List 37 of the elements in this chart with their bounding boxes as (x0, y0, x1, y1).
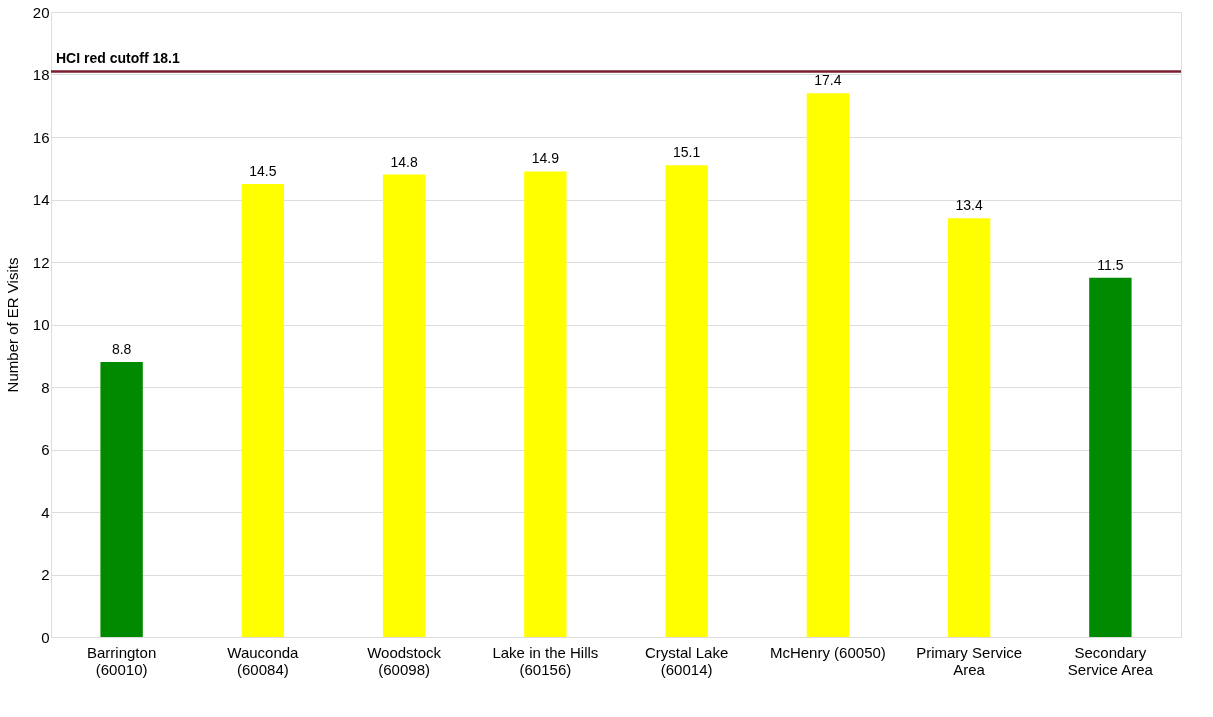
x-tick-label: Barrington (60010) (87, 643, 157, 678)
y-axis-title: Number of ER Visits (3, 257, 21, 393)
x-tick-label: Primary Service Area (916, 643, 1023, 678)
y-tick-label: 6 (41, 441, 50, 458)
y-tick-label: 16 (32, 128, 50, 146)
data-label: 14.9 (531, 150, 560, 167)
y-tick-label: 10 (32, 316, 50, 333)
ref-line-label: HCI red cutoff 18.1 (56, 50, 180, 67)
data-label: 14.5 (249, 162, 277, 179)
x-tick-label: McHenry (60050) (769, 643, 886, 661)
data-label: 14.8 (390, 153, 418, 170)
x-tick-label: Woodstock (60098) (367, 643, 442, 678)
data-label: 17.4 (814, 72, 842, 89)
bar (382, 174, 426, 637)
x-tick-label: Crystal Lake (60014) (644, 643, 729, 678)
y-tick-label: 4 (41, 503, 50, 521)
bar (1089, 277, 1132, 637)
y-tick-label: 12 (32, 253, 50, 271)
y-tick-label: 0 (41, 628, 50, 646)
bar (806, 93, 850, 637)
data-label: 13.4 (955, 197, 983, 214)
bar (665, 165, 708, 637)
data-label: 8.8 (111, 341, 132, 357)
bar (100, 362, 143, 637)
y-tick-label: 8 (41, 378, 50, 396)
bar (241, 183, 285, 637)
y-tick-label: 14 (32, 191, 50, 208)
x-tick-label: Secondary Service Area (1067, 643, 1154, 678)
y-tick-label: 2 (41, 566, 50, 583)
y-tick-label: 20 (32, 3, 50, 21)
data-label: 15.1 (673, 144, 701, 161)
bar (947, 218, 991, 637)
x-tick-label: Lake in the Hills (60156) (492, 643, 599, 678)
bar (524, 171, 567, 637)
data-label: 11.5 (1097, 256, 1124, 273)
y-tick-label: 18 (32, 66, 50, 83)
x-tick-label: Wauconda (60084) (227, 643, 300, 678)
